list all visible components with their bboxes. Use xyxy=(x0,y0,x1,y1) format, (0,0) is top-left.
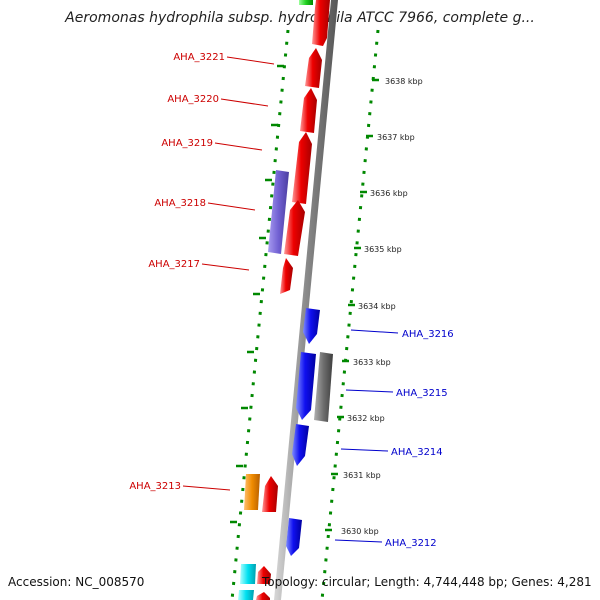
topology-text: Topology: circular; Length: 4,744,448 bp… xyxy=(262,575,592,589)
accession-text: Accession: NC_008570 xyxy=(8,575,145,589)
scale-label: 3635 kbp xyxy=(364,245,402,254)
gene-arrow[interactable] xyxy=(244,474,260,510)
scale-label: 3632 kbp xyxy=(347,414,385,423)
gene-label[interactable]: AHA_3215 xyxy=(396,388,448,399)
gene-arrow[interactable] xyxy=(296,352,316,420)
gene-arrow[interactable] xyxy=(300,88,317,133)
scale-ticks xyxy=(230,64,379,532)
gene-label[interactable]: AHA_3218 xyxy=(154,198,206,209)
gene-label[interactable]: AHA_3212 xyxy=(385,538,437,549)
gene-arrow[interactable] xyxy=(262,476,278,512)
gene-label[interactable]: AHA_3214 xyxy=(391,447,443,458)
gene-arrow[interactable] xyxy=(305,48,322,88)
gene-arrow[interactable] xyxy=(303,308,320,344)
scale-label: 3631 kbp xyxy=(343,471,381,480)
gene-arrow[interactable] xyxy=(284,200,305,256)
gene-arrow[interactable] xyxy=(256,592,270,600)
scale-label: 3636 kbp xyxy=(370,189,408,198)
gene-arrow[interactable] xyxy=(292,132,312,204)
gene-arrow[interactable] xyxy=(280,258,293,294)
outer-tick-ring xyxy=(320,29,380,600)
gene-arrow[interactable] xyxy=(314,352,333,422)
gene-arrow[interactable] xyxy=(292,424,309,466)
gene-arrow[interactable] xyxy=(286,518,302,556)
genome-backbone[interactable] xyxy=(274,0,338,600)
gene-label[interactable]: AHA_3216 xyxy=(402,329,454,340)
left-leader-lines xyxy=(182,56,275,491)
gene-arrow[interactable] xyxy=(240,564,256,584)
scale-label: 3638 kbp xyxy=(385,77,423,86)
gene-label[interactable]: AHA_3220 xyxy=(167,94,219,105)
right-leader-lines xyxy=(334,329,399,543)
gene-arrow[interactable] xyxy=(312,0,330,46)
gene-arrow[interactable] xyxy=(268,170,289,254)
gene-arrow[interactable] xyxy=(299,0,313,5)
gene-label[interactable]: AHA_3217 xyxy=(148,259,200,270)
map-title: Aeromonas hydrophila subsp. hydrophila A… xyxy=(65,10,535,26)
scale-label: 3633 kbp xyxy=(353,358,391,367)
gene-arrow[interactable] xyxy=(257,566,271,584)
gene-label[interactable]: AHA_3221 xyxy=(173,52,225,63)
scale-label: 3637 kbp xyxy=(377,133,415,142)
scale-label: 3634 kbp xyxy=(358,302,396,311)
inner-tick-ring xyxy=(230,29,290,600)
gene-label[interactable]: AHA_3213 xyxy=(129,481,181,492)
gene-arrow[interactable] xyxy=(238,590,254,600)
gene-label[interactable]: AHA_3219 xyxy=(161,138,213,149)
scale-label: 3630 kbp xyxy=(341,527,379,536)
